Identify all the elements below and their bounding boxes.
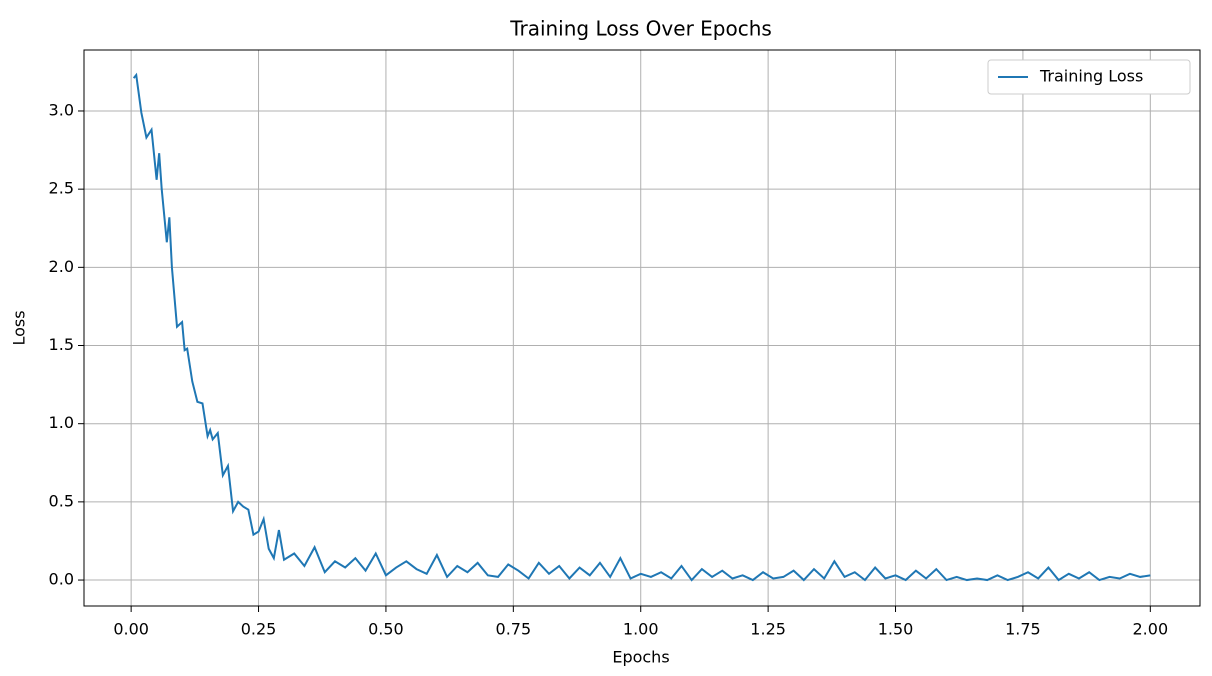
- line-series: [132, 72, 1151, 582]
- x-tick-label: 2.00: [1133, 620, 1169, 639]
- x-tick-label: 0.00: [113, 620, 149, 639]
- x-tick-label: 1.00: [623, 620, 659, 639]
- x-tick-label: 1.50: [878, 620, 914, 639]
- x-tick-label: 1.25: [750, 620, 786, 639]
- legend-label: Training Loss: [1039, 67, 1143, 86]
- y-axis-label: Loss: [10, 310, 29, 345]
- y-tick-label: 3.0: [49, 100, 74, 119]
- y-tick-label: 1.5: [49, 335, 74, 354]
- legend: Training Loss: [987, 59, 1191, 95]
- chart-title: Training Loss Over Epochs: [509, 17, 772, 41]
- x-tick-label: 0.75: [496, 620, 532, 639]
- y-tick-label: 2.5: [49, 179, 74, 198]
- y-tick-label: 0.0: [49, 570, 74, 589]
- y-tick-label: 0.5: [49, 491, 74, 510]
- plot-frame: [83, 49, 1201, 607]
- x-tick-label: 0.25: [241, 620, 277, 639]
- x-axis-label: Epochs: [612, 648, 669, 667]
- legend-box: [987, 59, 1191, 95]
- x-tick-label: 0.50: [368, 620, 404, 639]
- y-tick-label: 2.0: [49, 257, 74, 276]
- x-tick-label: 1.75: [1005, 620, 1041, 639]
- y-tick-label: 1.0: [49, 413, 74, 432]
